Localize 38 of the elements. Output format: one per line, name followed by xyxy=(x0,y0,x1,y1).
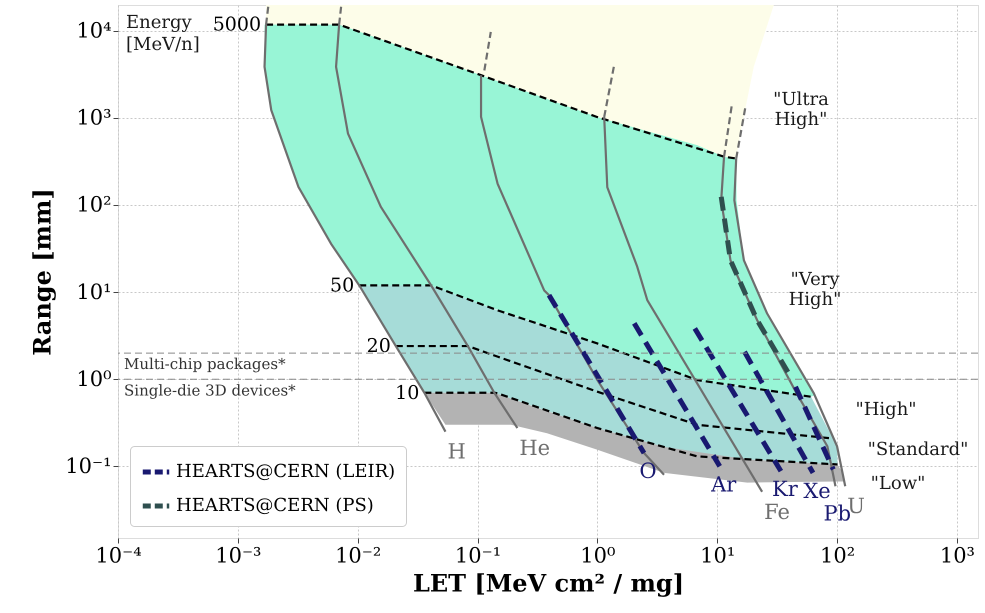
legend-label: HEARTS@CERN (PS) xyxy=(176,495,374,516)
ref-line-label: Multi-chip packages* xyxy=(124,355,286,374)
y-tick-label: 10⁻¹ xyxy=(65,454,112,478)
y-tick-label: 10³ xyxy=(76,106,112,130)
data-label: Xe xyxy=(803,478,831,503)
y-tick-label: 10² xyxy=(76,192,112,217)
y-tick-label: 10⁰ xyxy=(76,366,112,391)
annotation: "Low" xyxy=(870,473,926,494)
annotation: "Standard" xyxy=(868,439,968,460)
x-tick-label: 10⁻³ xyxy=(215,544,262,568)
x-tick-label: 10⁻² xyxy=(335,544,382,568)
x-tick-label: 10² xyxy=(820,544,856,568)
series-label: 20 xyxy=(366,335,391,358)
y-tick-label: 10⁴ xyxy=(76,18,112,43)
x-tick-label: 10⁻⁴ xyxy=(95,544,142,568)
series-label: Fe xyxy=(764,500,790,524)
y-tick-label: 10¹ xyxy=(76,280,112,304)
x-tick-label: 10³ xyxy=(940,544,975,568)
annotation: "Very High" xyxy=(788,269,842,310)
annotation: [MeV/n] xyxy=(126,34,200,55)
annotation: Energy xyxy=(126,12,193,33)
x-tick-label: 10¹ xyxy=(700,544,736,568)
series-label: H xyxy=(447,440,466,464)
data-label: Kr xyxy=(772,477,799,502)
annotation: "High" xyxy=(855,399,917,420)
ref-line-label: Single-die 3D devices* xyxy=(124,381,296,400)
x-tick-label: 10⁻¹ xyxy=(454,544,502,568)
data-label: Ar xyxy=(710,472,738,496)
x-tick-label: 10⁰ xyxy=(580,544,616,568)
series-label: 5000 xyxy=(212,14,262,36)
series-label: 50 xyxy=(330,274,354,296)
data-label: O xyxy=(639,459,657,484)
x-axis-title: LET [MeV cm² / mg] xyxy=(412,568,684,598)
series-label: 10 xyxy=(395,382,420,404)
annotation: "Ultra High" xyxy=(773,89,830,130)
y-axis-title: Range [mm] xyxy=(27,188,56,356)
legend-label: HEARTS@CERN (LEIR) xyxy=(176,461,396,482)
series-label: He xyxy=(519,436,550,460)
